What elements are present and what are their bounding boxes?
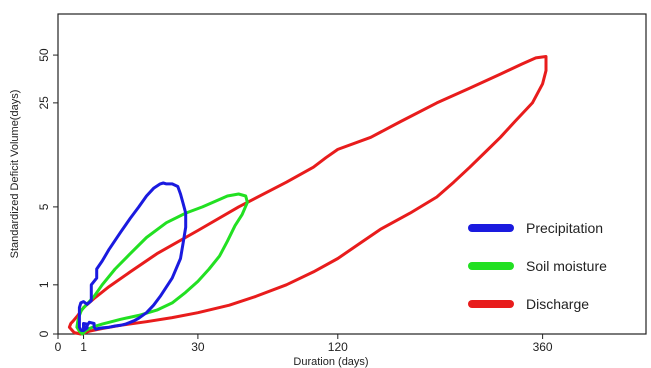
x-tick-label: 1 <box>80 340 87 354</box>
legend-label-discharge: Discharge <box>526 296 589 312</box>
series-discharge-contour <box>67 55 548 336</box>
legend: Precipitation Soil moisture Discharge <box>468 220 607 312</box>
y-axis: 0 1 5 25 50 <box>37 48 58 337</box>
x-tick-label: 360 <box>533 340 553 354</box>
legend-label-soil-moisture: Soil moisture <box>526 258 607 274</box>
x-tick-label: 0 <box>55 340 62 354</box>
legend-swatch-soil-moisture <box>468 262 514 270</box>
y-tick-label: 0 <box>37 330 51 337</box>
y-tick-label: 50 <box>37 48 51 62</box>
x-axis: 0 1 30 120 360 <box>55 334 553 354</box>
legend-swatch-precipitation <box>468 224 514 232</box>
y-tick-label: 1 <box>37 281 51 288</box>
plot-frame <box>57 13 647 335</box>
series-layer <box>67 55 548 336</box>
legend-label-precipitation: Precipitation <box>526 220 603 236</box>
y-axis-title: Standardized Deficit Volume(days) <box>9 90 21 259</box>
legend-swatch-discharge <box>468 300 514 308</box>
x-axis-title: Duration (days) <box>293 356 368 368</box>
x-tick-label: 30 <box>191 340 205 354</box>
y-tick-label: 5 <box>37 203 51 210</box>
y-tick-label: 25 <box>37 96 51 110</box>
series-soil-moisture-contour <box>75 192 249 336</box>
x-tick-label: 120 <box>328 340 348 354</box>
series-precipitation-contour <box>77 181 188 332</box>
